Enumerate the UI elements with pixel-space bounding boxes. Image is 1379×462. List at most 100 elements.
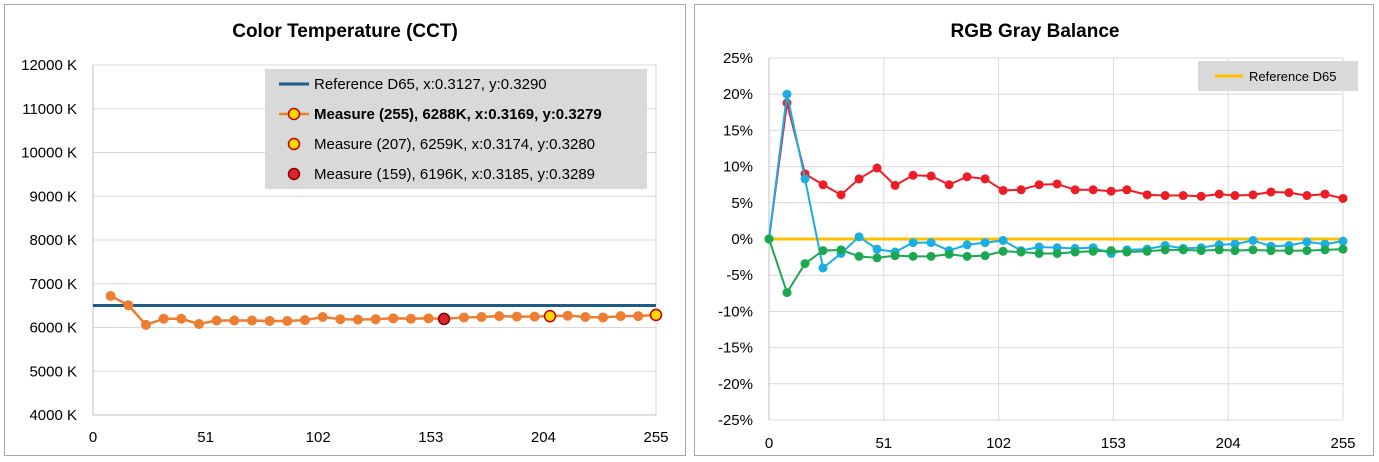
red-series-point xyxy=(980,174,990,184)
highlight-point xyxy=(649,308,663,322)
green-series-point xyxy=(1070,247,1080,257)
y-tick-label: -5% xyxy=(726,267,753,284)
measure-point xyxy=(105,291,116,301)
measure-point xyxy=(615,311,626,322)
blue-series-point xyxy=(962,240,972,250)
measure-point xyxy=(317,312,328,322)
y-tick-label: 9000 K xyxy=(29,188,77,205)
green-series-point xyxy=(1142,246,1152,256)
green-series-point xyxy=(1016,247,1026,257)
green-series-point xyxy=(1088,246,1098,256)
blue-series-point xyxy=(800,174,810,184)
measure-point xyxy=(458,312,469,323)
green-series-point xyxy=(872,253,882,263)
y-tick-label: -20% xyxy=(718,376,753,393)
y-tick-label: 15% xyxy=(723,122,753,139)
measure-point xyxy=(176,313,187,324)
green-series-point xyxy=(980,251,990,261)
blue-series-point xyxy=(818,263,828,273)
green-series-point xyxy=(1160,245,1170,255)
red-series-point xyxy=(890,180,900,190)
highlight-point xyxy=(437,312,451,326)
green-series-point xyxy=(1178,245,1188,255)
cct-chart-panel: Color Temperature (CCT) 4000 K 5000 K 6000 … xyxy=(4,4,686,456)
blue-series-point xyxy=(980,238,990,248)
y-tick-label: 5% xyxy=(731,195,753,212)
y-tick-label: 6000 K xyxy=(29,320,77,337)
x-tick-label: 153 xyxy=(1101,435,1126,452)
blue-series-point xyxy=(998,235,1008,245)
green-series-point xyxy=(944,249,954,259)
red-series-point xyxy=(1016,185,1026,195)
green-series-point xyxy=(854,251,864,261)
measure-point xyxy=(158,313,169,324)
green-series-point xyxy=(764,234,774,244)
red-series-point xyxy=(1248,190,1258,200)
blue-series-point xyxy=(782,89,792,99)
blue-series-point xyxy=(854,232,864,242)
blue-series-point xyxy=(908,238,918,248)
cct-chart: Color Temperature (CCT) 4000 K 5000 K 6000 … xyxy=(21,21,668,446)
red-series-point xyxy=(836,190,846,200)
measure-point xyxy=(562,310,573,321)
green-series-point xyxy=(800,259,810,269)
x-tick-label: 153 xyxy=(418,429,443,446)
measure-point xyxy=(476,312,487,322)
green-series-point xyxy=(836,245,846,255)
green-series-point xyxy=(962,251,972,261)
legend-swatch-measure-207 xyxy=(287,137,301,151)
y-tick-label: 20% xyxy=(723,86,753,103)
measure-point xyxy=(633,311,644,322)
green-series-point xyxy=(1266,246,1276,256)
chart-title: Color Temperature (CCT) xyxy=(232,21,458,42)
measure-point xyxy=(423,313,434,324)
measure-point xyxy=(580,312,591,322)
measure-point xyxy=(211,315,222,326)
red-series-point xyxy=(1070,185,1080,195)
y-tick-label: 7000 K xyxy=(29,276,77,293)
blue-series-point xyxy=(1230,239,1240,249)
blue-series-point xyxy=(1338,236,1348,246)
legend-entry: Reference D65 xyxy=(1249,69,1336,84)
red-series-point xyxy=(944,180,954,190)
y-tick-label: 4000 K xyxy=(29,407,77,424)
green-series-point xyxy=(1122,247,1132,257)
y-tick-label: 0% xyxy=(731,231,753,248)
green-series-point xyxy=(782,288,792,298)
blue-series-point xyxy=(926,238,936,248)
measure-point xyxy=(193,319,204,329)
measure-point xyxy=(529,311,540,322)
red-series-line xyxy=(768,102,1344,240)
blue-series-point xyxy=(1248,235,1258,245)
red-series-point xyxy=(1142,190,1152,200)
chart-title: RGB Gray Balance xyxy=(951,21,1120,42)
green-series-point xyxy=(1338,244,1348,254)
rgb-balance-chart-panel: RGB Gray Balance -25% -20% -15% -10% -5% 0% 5% 1… xyxy=(694,4,1374,456)
measure-point xyxy=(264,315,275,326)
measure-point xyxy=(494,311,505,322)
red-series-point xyxy=(1214,189,1224,199)
measure-point xyxy=(598,312,609,323)
y-tick-label: 8000 K xyxy=(29,232,77,249)
y-tick-label: 5000 K xyxy=(29,363,77,380)
red-series-point xyxy=(872,163,882,173)
legend-background xyxy=(265,69,647,189)
x-tick-label: 51 xyxy=(875,435,892,452)
green-series-point xyxy=(998,246,1008,256)
red-series-point xyxy=(1052,179,1062,189)
measure-point xyxy=(405,313,416,324)
x-tick-label: 51 xyxy=(197,429,214,446)
x-tick-label: 255 xyxy=(643,429,668,446)
measure-point xyxy=(299,315,310,326)
y-tick-label: -15% xyxy=(718,340,753,357)
red-series-point xyxy=(1338,193,1348,203)
y-tick-label: 12000 K xyxy=(21,57,77,74)
blue-series-point xyxy=(1302,237,1312,247)
red-series-point xyxy=(1106,186,1116,196)
red-series-point xyxy=(1230,191,1240,201)
red-series-point xyxy=(1320,189,1330,199)
red-series-point xyxy=(854,174,864,184)
green-series-point xyxy=(908,251,918,261)
y-tick-label: 11000 K xyxy=(22,101,77,118)
red-series-point xyxy=(1034,180,1044,190)
